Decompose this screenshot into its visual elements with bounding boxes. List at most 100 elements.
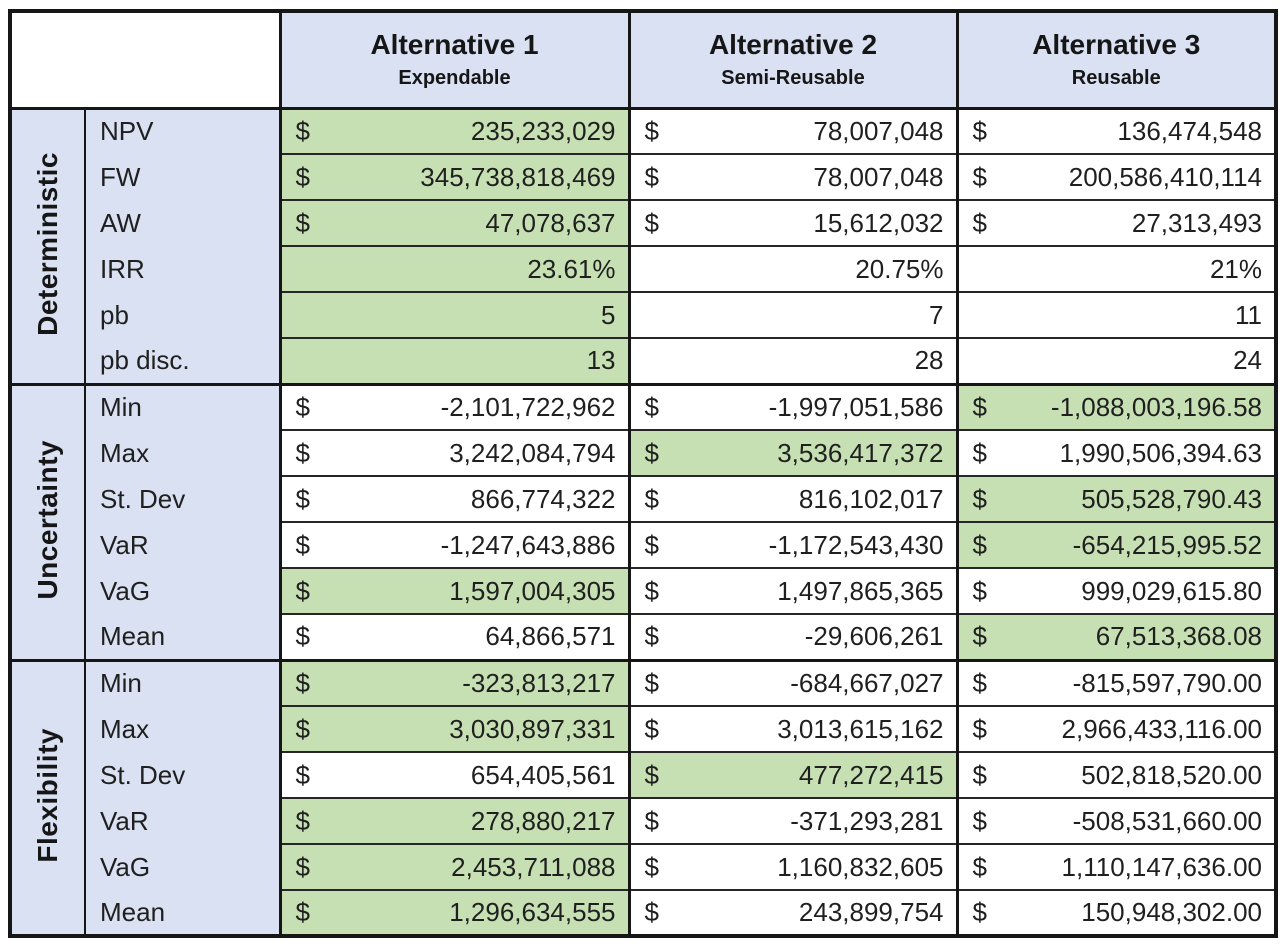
data-cell: $ -1,088,003,196.58 xyxy=(955,382,1276,430)
data-cell: $64,866,571 xyxy=(280,613,629,660)
table-row: FW $345,738,818,469 $78,007,048 $200,586,41… xyxy=(10,153,1276,200)
data-cell: $200,586,410,114 xyxy=(955,153,1276,200)
cell-value: 47,078,637 xyxy=(485,207,616,238)
cell-value: -29,606,261 xyxy=(804,621,944,652)
cell-value: 67,513,368.08 xyxy=(1095,621,1262,652)
row-label: St. Dev xyxy=(85,752,282,798)
currency-symbol: $ xyxy=(972,207,987,238)
currency-symbol: $ xyxy=(295,805,310,836)
row-label: VaR xyxy=(85,522,282,568)
data-cell: $27,313,493 xyxy=(955,199,1276,246)
cell-value: -1,172,543,430 xyxy=(768,529,944,560)
cell-value: 11 xyxy=(1235,299,1262,330)
cell-value: 243,899,754 xyxy=(798,897,944,927)
section-category-label: Deterministic xyxy=(32,151,63,336)
cell-value: 1,597,004,305 xyxy=(449,575,616,606)
row-label: Mean xyxy=(85,890,282,936)
currency-symbol: $ xyxy=(644,483,659,514)
data-cell: 13 xyxy=(280,337,629,384)
data-cell: $3,536,417,372 xyxy=(627,429,957,476)
data-cell: $3,030,897,331 xyxy=(280,705,629,752)
data-cell: $1,597,004,305 xyxy=(280,567,629,614)
table-row: Flexibility Min $ -323,813,217 $ -684,667,027… xyxy=(10,658,1276,936)
cell-value: 24 xyxy=(1233,345,1262,376)
cell-value: 654,405,561 xyxy=(470,759,616,790)
table-row: St. Dev $866,774,322 $816,102,017 $505,528,… xyxy=(10,475,1276,522)
data-cell: 21% xyxy=(955,245,1276,292)
row-label: Max xyxy=(85,430,282,476)
data-cell: $505,528,790.43 xyxy=(955,475,1276,522)
data-cell: $1,990,506,394.63 xyxy=(955,429,1276,476)
data-cell: $ -815,597,790.00 xyxy=(955,658,1276,706)
cell-value: 3,242,084,794 xyxy=(449,437,616,468)
column-header-alternative-2: Alternative 2 Semi-Reusable xyxy=(627,11,957,110)
data-cell: $2,966,433,116.00 xyxy=(955,705,1276,752)
data-cell: $ -684,667,027 xyxy=(627,658,957,706)
table-row: VaR $278,880,217 $ -371,293,281 $ -508,531,66… xyxy=(10,797,1276,844)
data-cell: $999,029,615.80 xyxy=(955,567,1276,614)
row-label: VaR xyxy=(85,798,282,844)
data-cell: $ -2,101,722,962 xyxy=(280,382,629,430)
row-label: VaG xyxy=(85,844,282,890)
cell-value: 505,528,790.43 xyxy=(1081,483,1262,514)
currency-symbol: $ xyxy=(972,483,987,514)
data-cell: $ -371,293,281 xyxy=(627,797,957,844)
row-label: VaG xyxy=(85,568,282,614)
data-cell: $ -654,215,995.52 xyxy=(955,521,1276,568)
data-cell: $654,405,561 xyxy=(280,751,629,798)
cell-value: -654,215,995.52 xyxy=(1072,529,1262,560)
section-category-cell: Uncertainty xyxy=(10,382,86,660)
corner-cell xyxy=(10,11,282,110)
cell-value: 816,102,017 xyxy=(798,483,944,514)
currency-symbol: $ xyxy=(295,897,310,927)
currency-symbol: $ xyxy=(644,759,659,790)
column-title: Alternative 1 xyxy=(370,28,539,60)
comparison-sheet: Alternative 1 Expendable Alternative 2 S… xyxy=(8,9,1278,938)
row-label: Min xyxy=(85,382,282,430)
cell-value: -508,531,660.00 xyxy=(1072,805,1262,836)
cell-value: 235,233,029 xyxy=(470,115,616,146)
data-cell: $ -1,997,051,586 xyxy=(627,382,957,430)
data-cell: $150,948,302.00 xyxy=(955,889,1276,936)
row-label: FW xyxy=(85,154,282,200)
table-row: VaG $2,453,711,088 $1,160,832,605 $1,110,14… xyxy=(10,843,1276,890)
table-row: St. Dev $654,405,561 $477,272,415 $502,818,… xyxy=(10,751,1276,798)
data-cell: $243,899,754 xyxy=(627,889,957,936)
cell-value: 136,474,548 xyxy=(1117,115,1262,146)
currency-symbol: $ xyxy=(972,667,987,698)
data-cell: $235,233,029 xyxy=(280,106,629,154)
cell-value: 21% xyxy=(1209,253,1262,284)
cell-value: 78,007,048 xyxy=(813,115,944,146)
table-row: Uncertainty Min $ -2,101,722,962 $ -1,997,051… xyxy=(10,382,1276,660)
currency-symbol: $ xyxy=(972,621,987,652)
data-cell: $ -1,247,643,886 xyxy=(280,521,629,568)
table-row: pb disc. 13 28 24 xyxy=(10,337,1276,384)
data-cell: $136,474,548 xyxy=(955,106,1276,154)
table-header: Alternative 1 Expendable Alternative 2 S… xyxy=(10,11,1276,110)
data-cell: 7 xyxy=(627,291,957,338)
cell-value: 1,110,147,636.00 xyxy=(1061,851,1262,882)
cell-value: 15,612,032 xyxy=(813,207,944,238)
cell-value: 150,948,302.00 xyxy=(1081,897,1262,927)
currency-symbol: $ xyxy=(644,575,659,606)
data-cell: $1,160,832,605 xyxy=(627,843,957,890)
currency-symbol: $ xyxy=(644,897,659,927)
cell-value: 999,029,615.80 xyxy=(1081,575,1262,606)
cell-value: 278,880,217 xyxy=(470,805,616,836)
data-cell: $47,078,637 xyxy=(280,199,629,246)
cell-value: 27,313,493 xyxy=(1131,207,1262,238)
currency-symbol: $ xyxy=(295,667,310,698)
cell-value: 7 xyxy=(929,299,944,330)
currency-symbol: $ xyxy=(295,115,310,146)
cell-value: -684,667,027 xyxy=(790,667,944,698)
data-cell: $ -508,531,660.00 xyxy=(955,797,1276,844)
currency-symbol: $ xyxy=(972,851,987,882)
currency-symbol: $ xyxy=(295,713,310,744)
data-cell: $78,007,048 xyxy=(627,106,957,154)
cell-value: 23.61% xyxy=(527,253,616,284)
cell-value: 13 xyxy=(586,345,616,376)
cell-value: 5 xyxy=(601,299,616,330)
section-flexibility: Flexibility Min $ -323,813,217 $ -684,667,027… xyxy=(10,658,1276,936)
section-uncertainty: Uncertainty Min $ -2,101,722,962 $ -1,997,051… xyxy=(10,382,1276,660)
currency-symbol: $ xyxy=(644,207,659,238)
